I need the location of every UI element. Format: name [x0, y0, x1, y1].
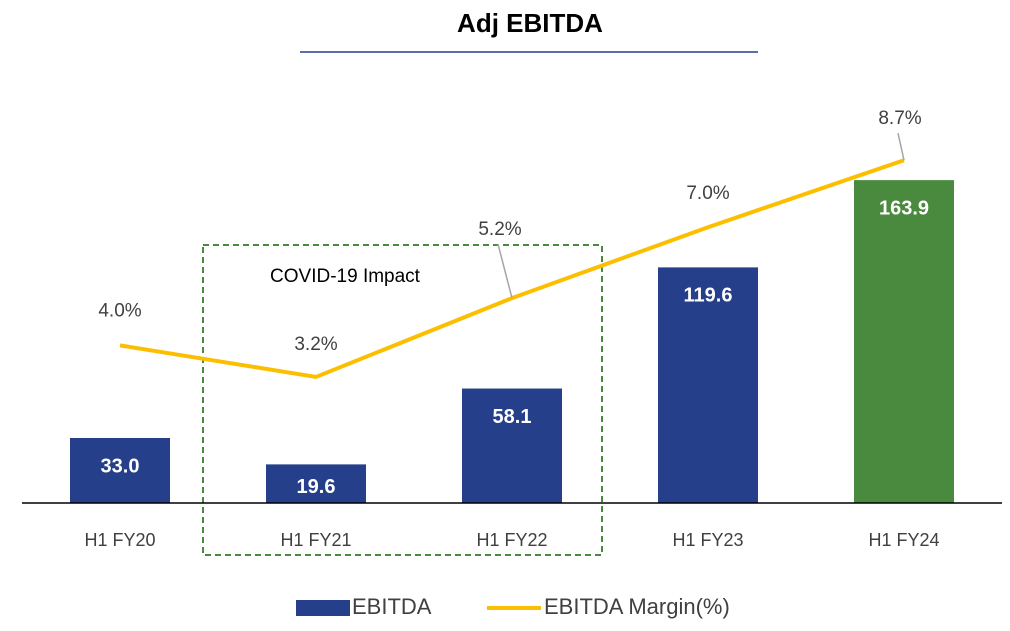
- leader-line: [897, 133, 905, 161]
- margin-value-label: 3.2%: [294, 334, 337, 355]
- annotation: COVID-19 Impact: [270, 266, 421, 287]
- bar-value-label: 58.1: [493, 406, 532, 428]
- x-tick-label: H1 FY24: [868, 530, 939, 550]
- legend-label: EBITDA: [352, 594, 432, 619]
- x-tick-label: H1 FY20: [84, 530, 155, 550]
- margin-line: [119, 158, 905, 379]
- x-tick-label: H1 FY21: [280, 530, 351, 550]
- bar-value-label: 19.6: [297, 476, 336, 498]
- bar: [70, 437, 170, 503]
- margin-value-label: 4.0%: [98, 300, 141, 321]
- bar-value-label: 163.9: [879, 197, 929, 219]
- legend-label: EBITDA Margin(%): [544, 594, 730, 619]
- bar: [266, 464, 366, 503]
- margin-value-label: 8.7%: [878, 108, 921, 129]
- x-tick-label: H1 FY23: [672, 530, 743, 550]
- x-tick-label: H1 FY22: [476, 530, 547, 550]
- legend-swatch: [296, 600, 350, 616]
- covid-box: [202, 244, 603, 556]
- bar: [854, 180, 954, 503]
- leader-line: [497, 243, 513, 299]
- margin-value-label: 7.0%: [686, 183, 729, 204]
- bar-value-label: 33.0: [101, 455, 140, 477]
- chart-title: Adj EBITDA: [457, 8, 603, 38]
- bar: [462, 388, 562, 503]
- margin-value-label: 5.2%: [478, 219, 521, 240]
- bar-value-label: 119.6: [684, 285, 733, 307]
- bar: [658, 267, 758, 503]
